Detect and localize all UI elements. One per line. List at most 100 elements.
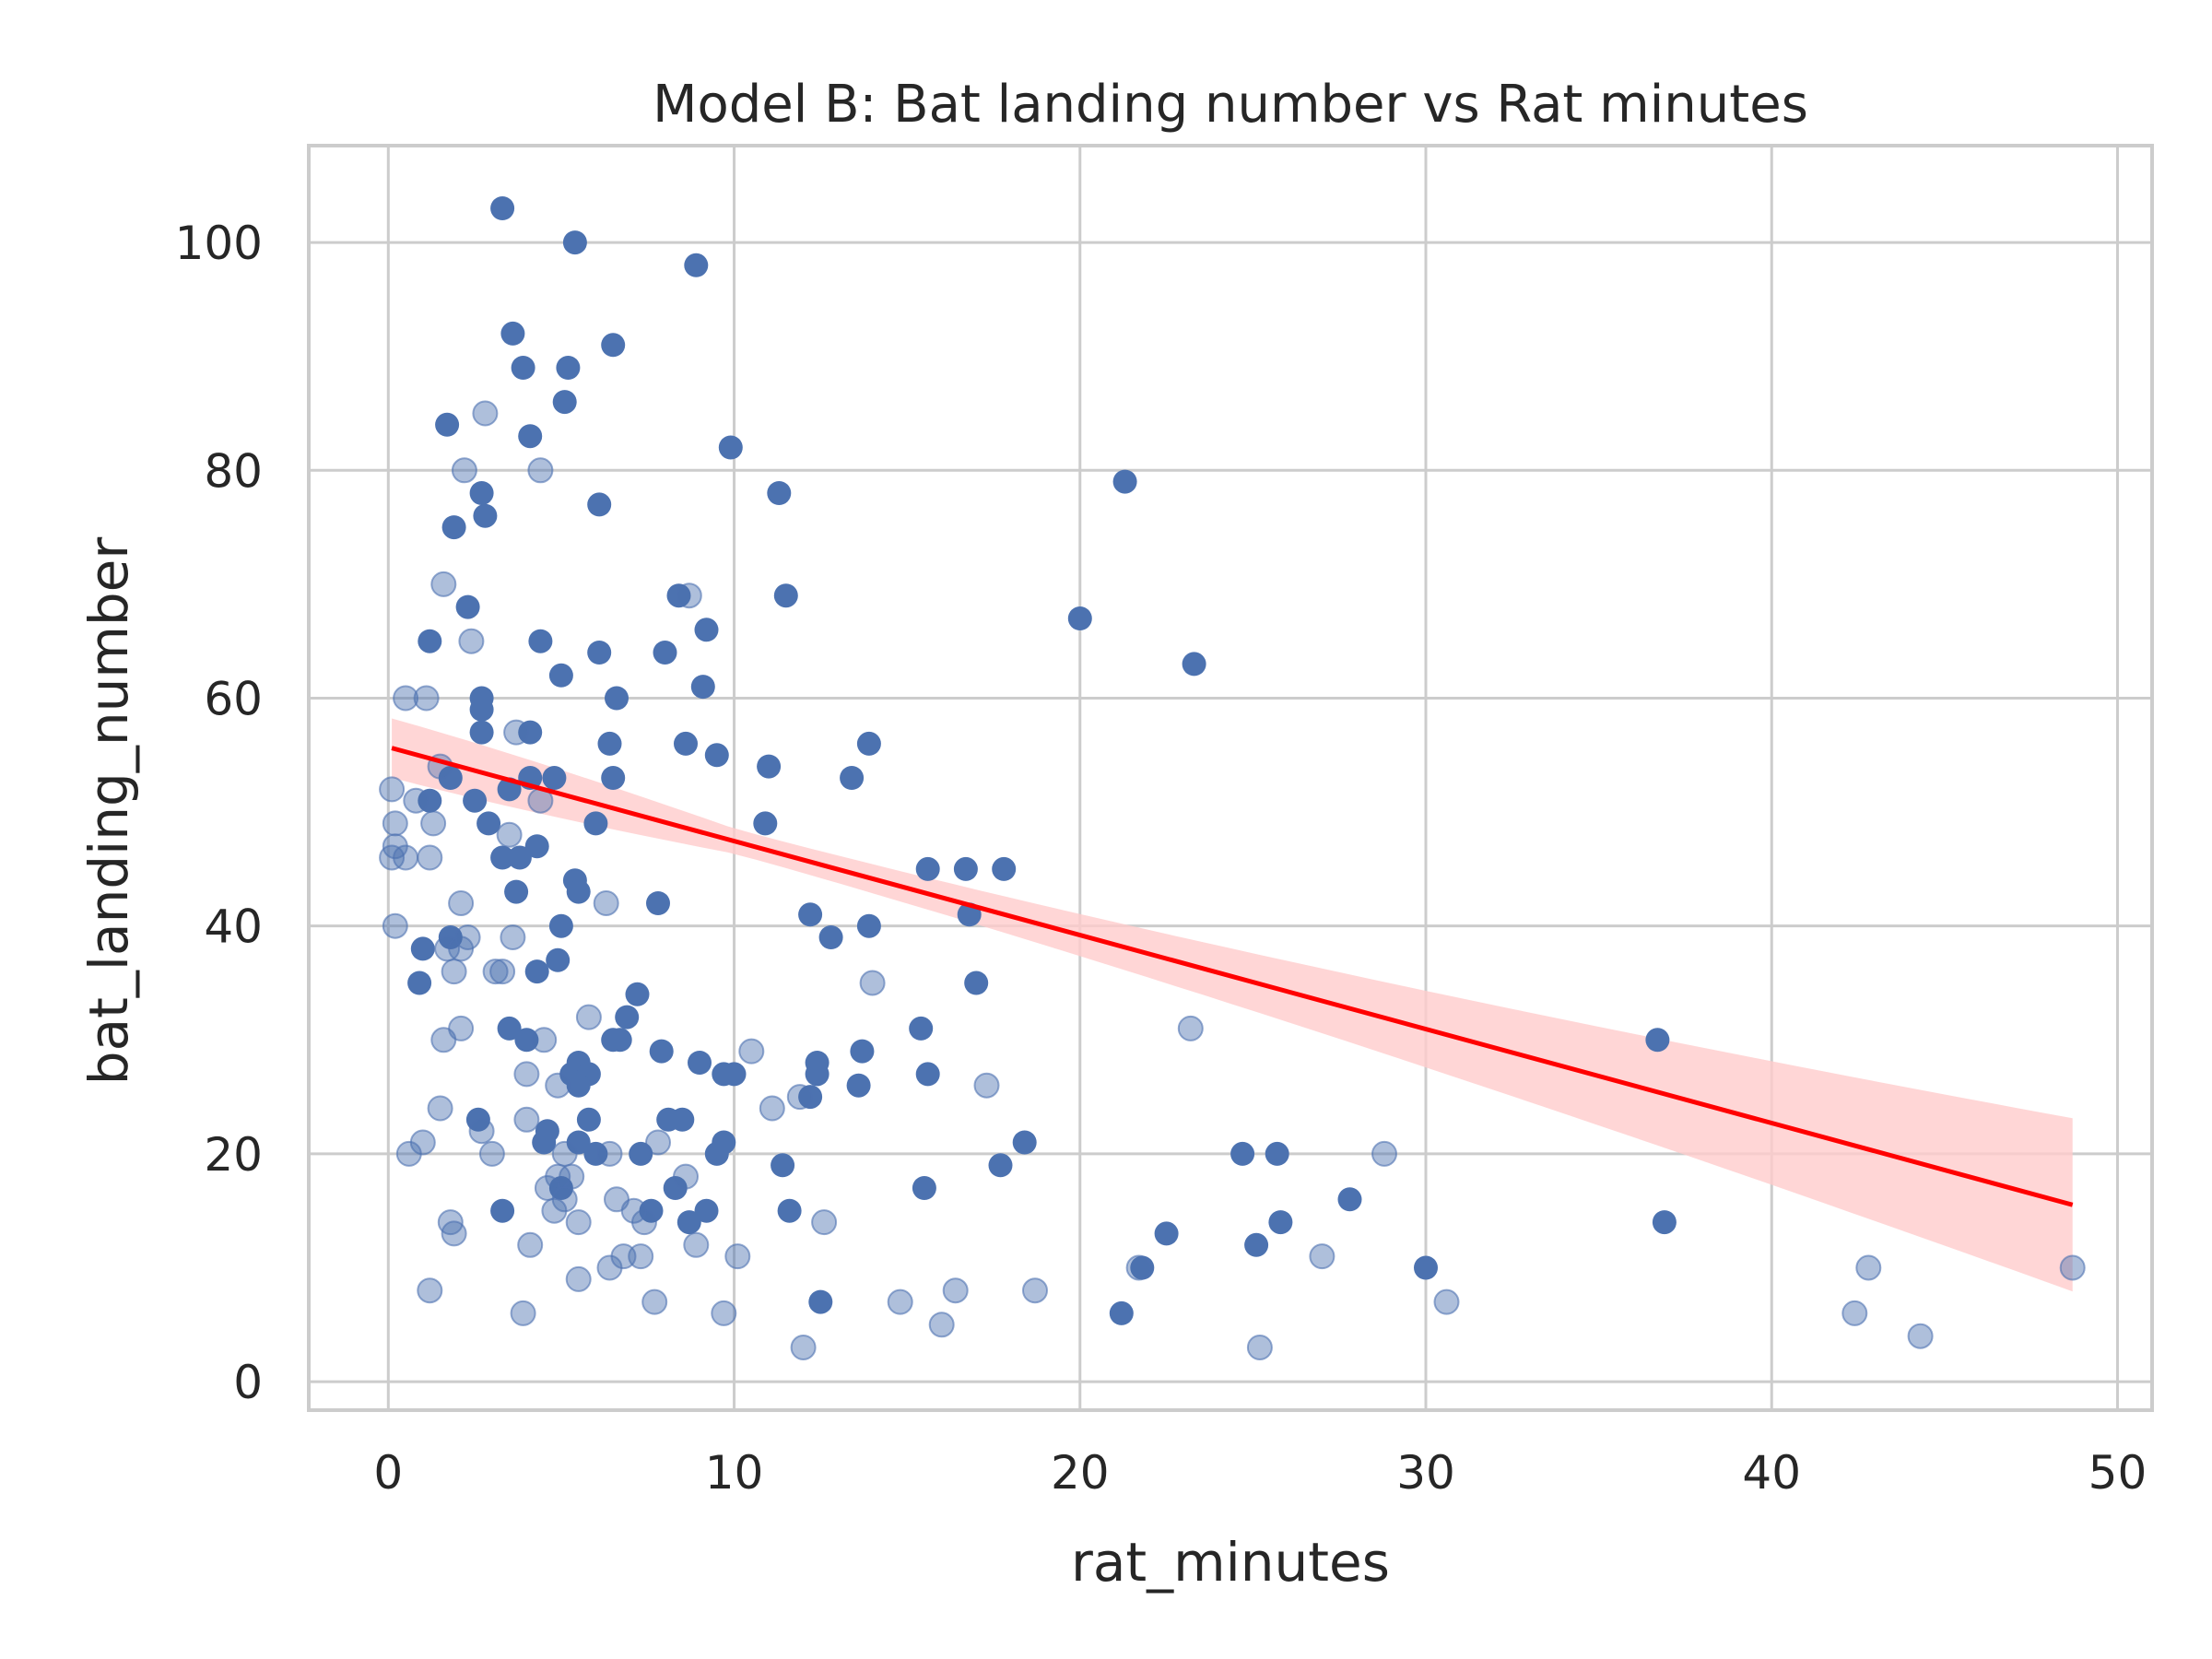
data-point: [418, 788, 442, 813]
data-point: [757, 754, 782, 779]
data-point: [382, 912, 408, 939]
data-point: [1125, 1254, 1152, 1281]
data-point: [753, 811, 778, 836]
data-point: [552, 390, 577, 415]
data-point: [511, 356, 535, 380]
data-point: [518, 720, 543, 745]
x-tick-label: 10: [705, 1446, 764, 1500]
data-point: [478, 1140, 505, 1167]
data-point: [518, 424, 543, 449]
data-point: [427, 1095, 453, 1122]
data-point: [786, 1084, 813, 1111]
x-tick-label: 40: [1742, 1446, 1801, 1500]
data-point: [532, 1130, 557, 1155]
data-point: [711, 1300, 737, 1326]
data-point: [846, 1073, 871, 1098]
data-point: [674, 731, 698, 756]
data-point: [593, 890, 619, 916]
data-point: [808, 1289, 833, 1314]
data-point: [379, 776, 406, 803]
data-point: [1268, 1210, 1293, 1235]
y-tick-label: 0: [233, 1356, 263, 1409]
data-point: [583, 811, 608, 836]
data-point: [524, 834, 549, 859]
data-point: [859, 970, 886, 996]
data-point: [513, 1061, 540, 1088]
data-point: [1841, 1300, 1868, 1326]
data-point: [393, 844, 419, 871]
data-point: [1112, 469, 1137, 494]
data-point: [856, 913, 881, 938]
data-point: [840, 766, 865, 790]
data-point: [1645, 1028, 1670, 1053]
data-point: [413, 685, 440, 712]
data-point: [524, 959, 549, 984]
data-point: [670, 1107, 695, 1132]
y-tick-label: 20: [204, 1128, 263, 1182]
data-point: [1244, 1232, 1269, 1257]
data-point: [2059, 1254, 2086, 1281]
data-point: [620, 1197, 647, 1224]
data-point: [597, 731, 622, 756]
data-point: [438, 766, 463, 790]
data-point: [458, 628, 485, 654]
data-point: [641, 1288, 668, 1315]
x-axis-label: rat_minutes: [1071, 1531, 1390, 1594]
data-point: [666, 583, 691, 608]
data-point: [690, 675, 715, 700]
data-point: [1414, 1255, 1438, 1280]
data-point: [1154, 1221, 1179, 1246]
data-point: [694, 618, 719, 642]
data-point: [942, 1277, 969, 1304]
data-point: [1177, 1015, 1204, 1041]
x-tick-label: 30: [1396, 1446, 1455, 1500]
data-point: [541, 1197, 568, 1224]
tick-labels: 0 10 20 30 40 50 0 20 40 60 80 100: [175, 217, 2147, 1500]
data-point: [469, 697, 494, 722]
data-point: [677, 1210, 701, 1235]
data-point: [1067, 606, 1092, 630]
data-point: [451, 457, 477, 484]
data-point: [915, 856, 940, 881]
data-point: [646, 891, 670, 915]
data-point: [928, 1312, 955, 1338]
data-point: [435, 412, 460, 437]
y-tick-label: 80: [204, 444, 263, 498]
data-point: [575, 1004, 602, 1030]
data-point: [565, 1209, 592, 1236]
data-point: [649, 1039, 674, 1064]
data-point: [964, 971, 989, 995]
y-tick-label: 100: [175, 217, 263, 270]
data-point: [441, 1220, 467, 1247]
data-point: [504, 879, 529, 904]
data-point: [1371, 1140, 1397, 1167]
data-point: [607, 1028, 632, 1053]
data-point: [576, 1107, 601, 1132]
data-point: [605, 686, 629, 711]
data-point: [382, 810, 408, 837]
data-point: [953, 856, 978, 881]
data-point: [448, 890, 475, 916]
data-point: [915, 1062, 940, 1087]
data-point: [767, 481, 792, 505]
data-point: [418, 629, 442, 653]
data-point: [417, 1277, 443, 1304]
data-point: [1230, 1141, 1255, 1166]
data-point: [790, 1335, 817, 1360]
data-point: [379, 844, 406, 871]
data-point: [1855, 1254, 1882, 1281]
data-point: [531, 1027, 558, 1053]
data-point: [601, 333, 626, 358]
grid: [309, 146, 2152, 1410]
data-point: [811, 1209, 838, 1236]
data-point: [513, 1106, 540, 1133]
data-point: [1433, 1288, 1460, 1315]
data-point: [490, 845, 515, 870]
data-point: [1265, 1141, 1289, 1166]
data-point: [393, 685, 419, 712]
data-point: [625, 982, 650, 1006]
data-point: [430, 1027, 457, 1053]
data-point: [1109, 1300, 1134, 1325]
data-point: [441, 959, 467, 985]
data-point: [566, 1073, 591, 1098]
